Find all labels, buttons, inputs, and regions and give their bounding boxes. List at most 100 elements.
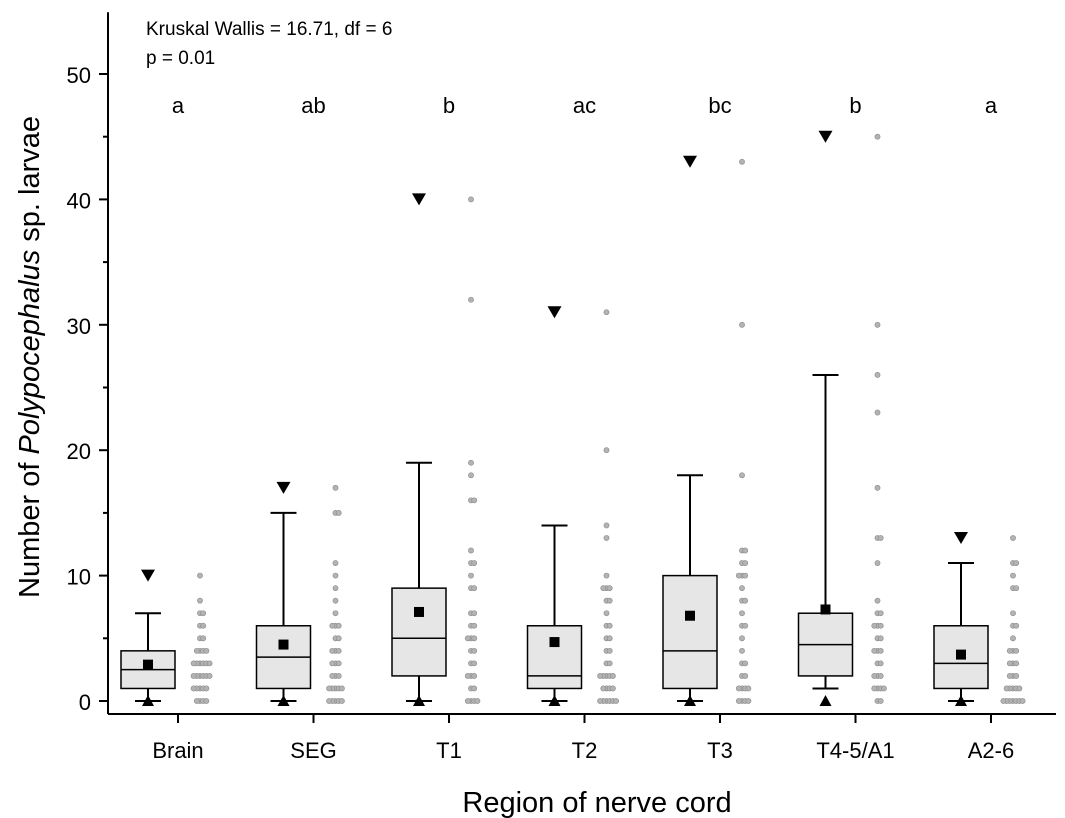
max-marker [412, 193, 426, 206]
data-point [877, 698, 884, 704]
data-point [874, 372, 881, 378]
data-point [877, 660, 884, 667]
data-point [874, 409, 881, 416]
data-point [471, 610, 478, 617]
data-point [603, 447, 610, 454]
mean-marker [549, 637, 560, 648]
data-point [193, 647, 200, 654]
data-point [197, 572, 203, 579]
x-tick-label: T2 [572, 738, 598, 763]
data-point [606, 660, 613, 667]
data-point [1013, 622, 1020, 629]
data-point [871, 622, 878, 629]
data-point [877, 647, 884, 654]
data-point [610, 685, 616, 692]
data-point [742, 673, 749, 679]
x-tick-label: Brain [152, 738, 203, 763]
y-axis-title-species: Polypocephalus [14, 250, 46, 455]
data-point [881, 685, 887, 692]
data-point [468, 296, 474, 303]
data-point [877, 673, 884, 679]
data-point [739, 321, 745, 328]
data-point [335, 660, 342, 667]
data-point [468, 459, 474, 466]
max-marker [683, 155, 697, 168]
max-marker [141, 569, 155, 582]
max-marker [818, 130, 833, 143]
data-point [335, 647, 342, 654]
data-point [606, 597, 613, 604]
data-point [193, 698, 200, 704]
min-marker [684, 695, 696, 706]
mean-marker [820, 604, 831, 615]
data-point [606, 622, 613, 629]
data-point [606, 635, 613, 642]
data-point [735, 698, 742, 704]
data-point [1016, 685, 1023, 692]
iqr-box [662, 574, 718, 690]
data-point [603, 522, 610, 529]
data-point [1013, 660, 1020, 667]
data-point [871, 673, 878, 679]
data-point [326, 685, 332, 692]
data-point [471, 685, 478, 692]
x-tick-label: SEG [290, 738, 336, 763]
data-point [739, 635, 745, 642]
x-tick-label: T1 [436, 738, 462, 763]
significance-letter: b [849, 93, 861, 118]
data-point [874, 560, 881, 566]
data-point [1006, 673, 1013, 679]
data-point [1013, 585, 1020, 592]
min-marker [413, 695, 425, 706]
data-point [606, 585, 613, 592]
mean-marker [143, 659, 153, 670]
data-point [742, 597, 749, 604]
data-point [1006, 660, 1013, 667]
data-point [742, 560, 749, 566]
data-point [200, 635, 207, 642]
data-point [739, 647, 745, 654]
data-point [335, 673, 342, 679]
data-point [464, 673, 471, 679]
data-point [335, 510, 342, 516]
data-point [1010, 635, 1016, 642]
data-point [471, 622, 478, 629]
data-point [745, 698, 752, 704]
data-point [739, 472, 745, 479]
mean-marker [956, 649, 966, 660]
data-point [739, 610, 745, 617]
stats-line-2: p = 0.01 [146, 48, 215, 69]
mean-marker [685, 610, 695, 621]
mean-marker [414, 606, 424, 617]
data-point [742, 547, 749, 554]
data-point [877, 535, 884, 541]
iqr-box [526, 625, 583, 690]
data-point [877, 635, 884, 642]
data-point [468, 472, 474, 479]
data-point [203, 685, 210, 692]
data-point [603, 309, 610, 316]
data-point [329, 660, 336, 667]
data-point [468, 196, 474, 203]
data-point [471, 635, 478, 642]
data-point [197, 597, 203, 604]
data-point [871, 685, 878, 692]
y-tick-label: 0 [79, 690, 91, 715]
data-point [474, 698, 481, 704]
data-point [206, 660, 213, 667]
y-tick-label: 50 [67, 63, 91, 88]
data-point [468, 547, 474, 554]
data-point [203, 698, 210, 704]
data-point [335, 622, 342, 629]
data-point [603, 535, 610, 541]
min-marker [819, 695, 832, 706]
data-point [332, 597, 339, 604]
data-point [1010, 535, 1016, 541]
min-marker [548, 695, 561, 706]
mean-marker [278, 639, 289, 650]
min-marker [955, 695, 967, 706]
data-point [600, 585, 607, 592]
data-point [1013, 647, 1020, 654]
data-point [1010, 572, 1016, 579]
